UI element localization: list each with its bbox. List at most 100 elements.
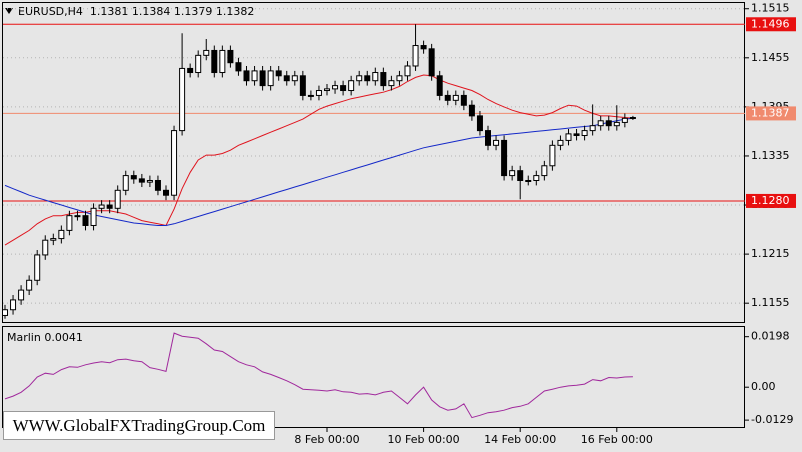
candle-body	[428, 48, 435, 77]
candle-body	[106, 204, 113, 209]
y-tick-label: 1.1515	[751, 2, 790, 15]
y-tick-label: 1.1455	[751, 51, 790, 64]
candle-body	[517, 170, 524, 181]
candle-body	[452, 94, 459, 101]
moving-average	[4, 117, 633, 226]
candle-body	[90, 207, 97, 226]
x-tick-label: 14 Feb 00:00	[484, 433, 556, 446]
x-tick-label: 16 Feb 00:00	[581, 433, 653, 446]
candle-body	[98, 204, 105, 209]
candle-body	[493, 139, 500, 146]
candle-body	[621, 117, 628, 123]
watermark: WWW.GlobalFXTradingGroup.Com	[3, 411, 275, 440]
candle-body	[573, 133, 580, 137]
candle-body	[130, 175, 137, 180]
candle-body	[203, 49, 210, 56]
candle-body	[356, 75, 363, 82]
candle-body	[549, 144, 556, 167]
candle-body	[10, 299, 17, 311]
candle-body	[146, 179, 153, 183]
candle-body	[340, 85, 347, 92]
candle-body	[509, 170, 516, 177]
candle-body	[291, 75, 298, 82]
candle-body	[613, 121, 620, 127]
candle-body	[372, 72, 379, 82]
y-tick-label: 0.00	[751, 380, 776, 393]
price-label: 1.1496	[751, 17, 790, 30]
candle-body	[251, 70, 258, 82]
candle-body	[364, 75, 371, 82]
candle-body	[468, 104, 475, 117]
candle-body	[557, 139, 564, 146]
candle-body	[533, 175, 540, 181]
candle-body	[122, 175, 129, 191]
candle-body	[235, 62, 242, 72]
price-label-bg	[746, 17, 796, 32]
candle-body	[50, 238, 57, 241]
price-label: 1.1387	[751, 106, 790, 119]
x-tick-label: 10 Feb 00:00	[388, 433, 460, 446]
y-tick-label: 1.1335	[751, 149, 790, 162]
candle-body	[114, 189, 121, 209]
price-label-bg	[746, 106, 796, 121]
candle-body	[26, 279, 33, 291]
candle-body	[66, 215, 73, 231]
indicator-line	[4, 332, 633, 419]
candle-body	[436, 75, 443, 96]
main-panel	[2, 2, 745, 323]
candle-body	[74, 215, 81, 218]
indicator-title: Marlin 0.0041	[7, 331, 83, 344]
candle-body	[476, 115, 483, 132]
candle-body	[332, 85, 339, 90]
candle-body	[275, 70, 282, 77]
candle-body	[597, 120, 604, 127]
candle-body	[138, 178, 145, 183]
candle-body	[420, 45, 427, 50]
candle-body	[315, 90, 322, 96]
candle-body	[299, 75, 306, 96]
candle-body	[163, 189, 169, 196]
candle-body	[589, 125, 596, 132]
chart-title: EURUSD,H4 1.1381 1.1384 1.1379 1.1382	[18, 5, 254, 18]
candle-body	[380, 72, 387, 87]
candle-body	[243, 70, 250, 82]
candle-body	[348, 80, 355, 92]
candle-body	[58, 229, 65, 240]
candle-body	[283, 75, 290, 82]
y-tick-label: 0.0198	[751, 330, 790, 343]
candle-body	[388, 80, 395, 87]
candle-body	[581, 130, 588, 137]
candle-body	[227, 49, 234, 64]
candle-body	[187, 67, 194, 74]
candle-body	[267, 70, 274, 87]
x-tick-label: 8 Feb 00:00	[294, 433, 359, 446]
candle-body	[541, 165, 548, 177]
y-tick-label: -0.0129	[751, 413, 793, 426]
candle-body	[404, 65, 411, 77]
menu-icon	[5, 8, 13, 14]
candle-body	[219, 49, 226, 74]
candle-body	[412, 45, 419, 67]
candle-body	[34, 254, 41, 281]
candle-body	[82, 215, 89, 226]
candle-body	[179, 67, 186, 132]
candle-body	[605, 120, 612, 127]
price-label: 1.1280	[751, 194, 790, 207]
candle-body	[211, 49, 218, 74]
candle-body	[154, 179, 161, 191]
candle-body	[42, 239, 49, 256]
candle-body	[195, 54, 202, 74]
candle-body	[324, 88, 330, 92]
candle-body	[460, 94, 467, 106]
y-tick-label: 1.1215	[751, 247, 790, 260]
price-label-bg	[746, 193, 796, 208]
candle-body	[444, 94, 451, 101]
candle-body	[18, 289, 25, 301]
candle-body	[501, 139, 508, 177]
candle-body	[307, 94, 314, 97]
candle-body	[259, 70, 266, 87]
candle-body	[629, 117, 636, 120]
candle-body	[525, 179, 532, 182]
